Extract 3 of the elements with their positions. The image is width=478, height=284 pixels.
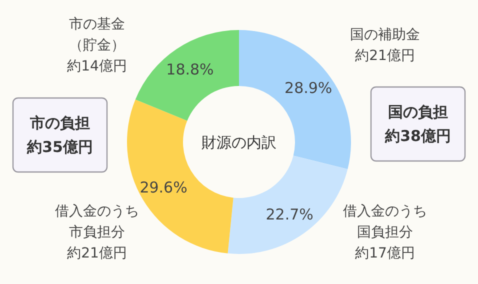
annotation: 市の負担約35億円 xyxy=(27,113,93,158)
title: 財源の内訳 xyxy=(202,133,276,152)
annotation: 国の負担約38億円 xyxy=(385,102,451,147)
